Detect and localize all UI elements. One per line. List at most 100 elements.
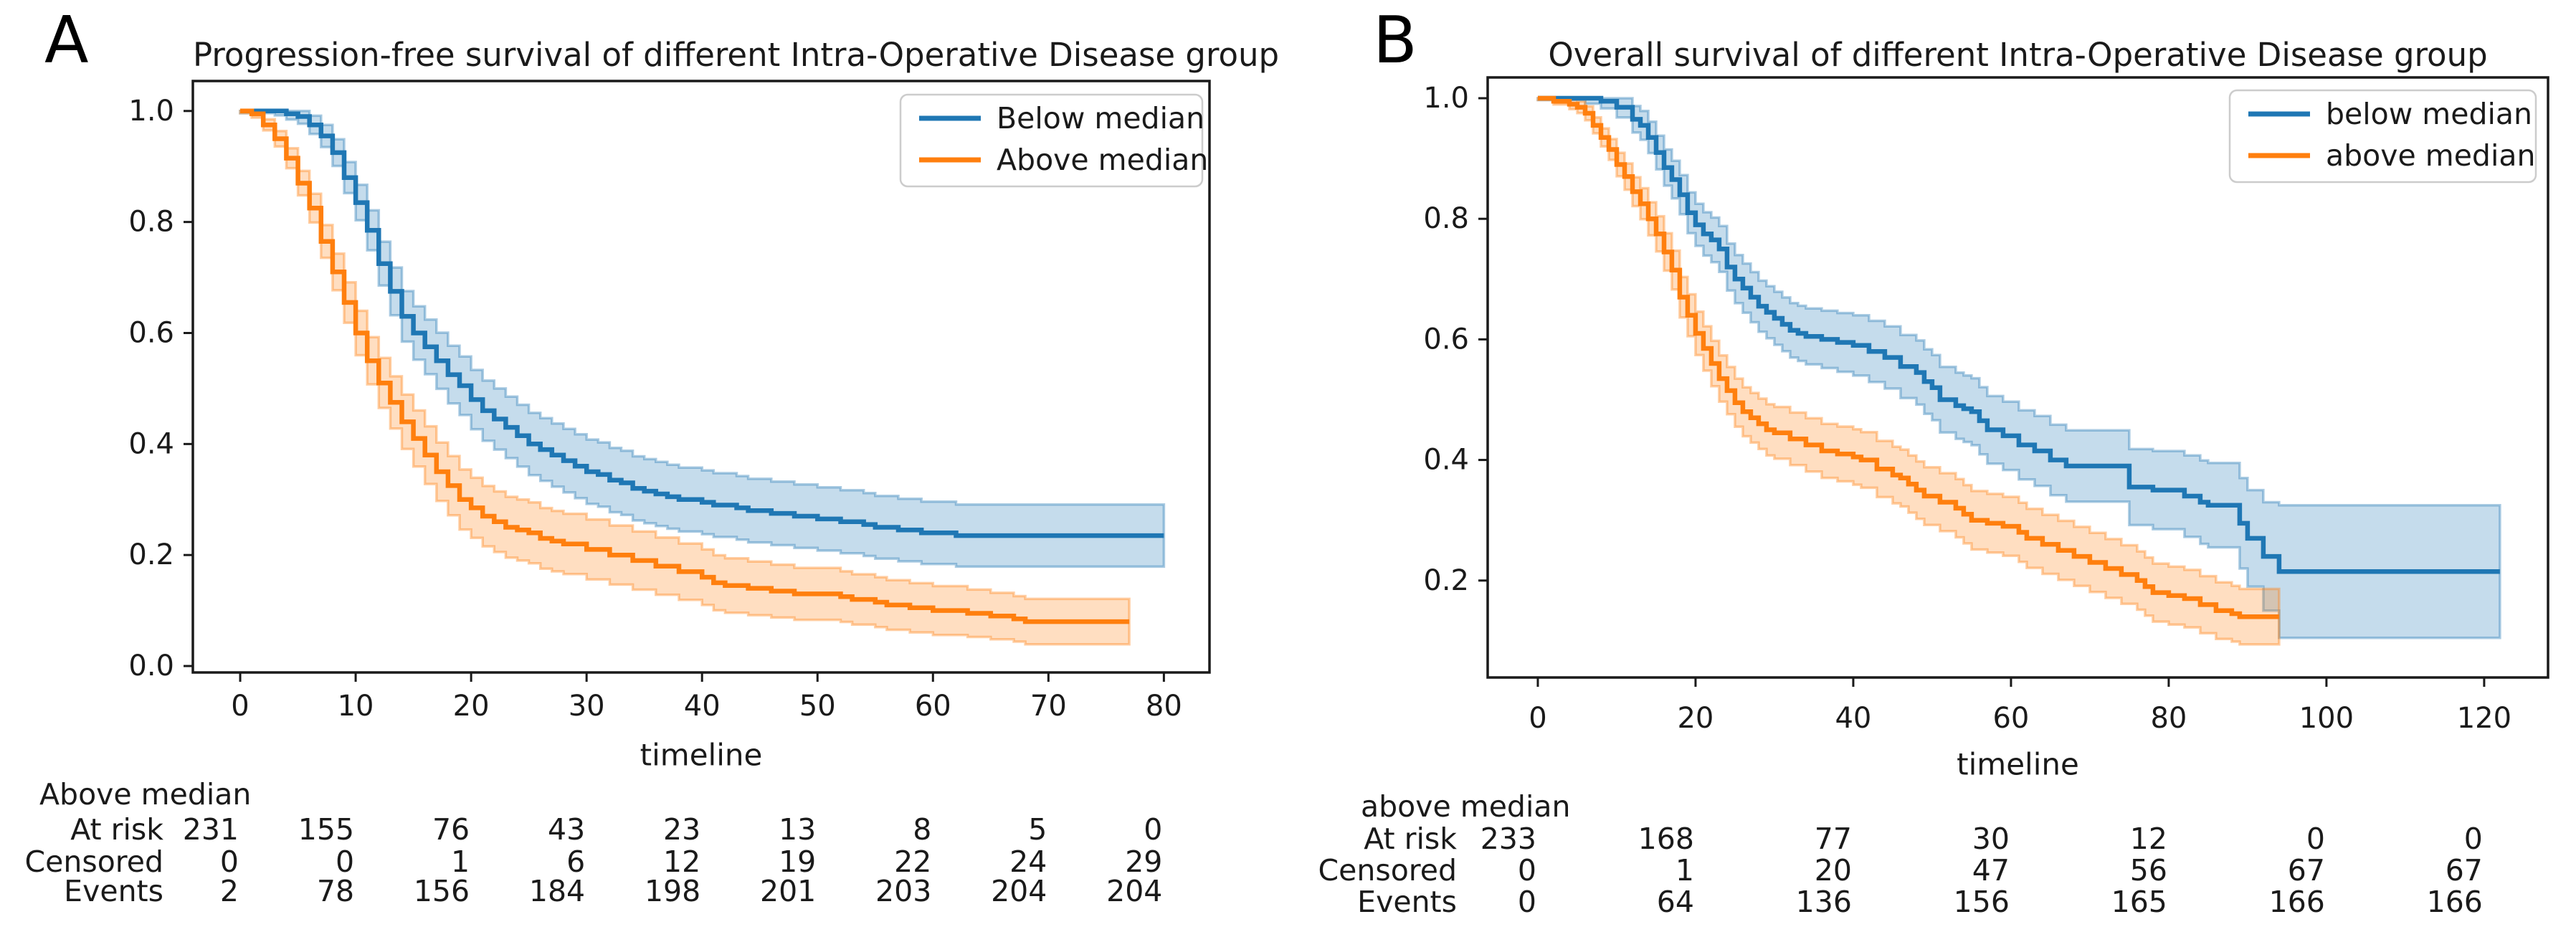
x-tick-label: 60 (915, 690, 951, 723)
risk-table-row: Censored 0 0 1 6 12 19 22 24 29 (25, 845, 1163, 879)
x-tick-label: 50 (799, 690, 836, 723)
x-tick-label: 80 (2150, 702, 2187, 735)
risk-table-value: 8 (913, 812, 931, 847)
risk-table-value: 155 (298, 812, 354, 847)
y-tick-label: 0.4 (128, 427, 174, 460)
legend-item: above median (2248, 138, 2535, 173)
risk-table-value: 67 (2446, 853, 2483, 888)
ci-band-above-median (1536, 97, 2281, 646)
x-tick-label: 80 (1146, 690, 1182, 723)
risk-table-value: 12 (2130, 822, 2167, 856)
risk-table-value: 184 (529, 874, 585, 908)
ci-band-above-median (239, 110, 1131, 646)
legend-label: above median (2326, 138, 2535, 173)
x-tick-label: 120 (2457, 702, 2511, 735)
x-tick-label: 60 (1992, 702, 2029, 735)
risk-table-value: 20 (1815, 853, 1852, 888)
y-tick-label: 0.2 (1423, 564, 1469, 597)
risk-table-row: At risk 231 155 76 43 23 13 8 5 0 (70, 812, 1162, 847)
panel-a-label: A (44, 3, 89, 78)
risk-table-value: 78 (317, 874, 354, 908)
risk-table-value: 166 (2269, 885, 2325, 919)
y-tick-label: 1.0 (1423, 82, 1469, 115)
risk-table-value: 165 (2111, 885, 2167, 919)
x-tick-label: 0 (231, 690, 249, 723)
legend-item: below median (2248, 97, 2532, 131)
risk-table-value: 43 (548, 812, 585, 847)
risk-table-value: 201 (760, 874, 816, 908)
y-tick-label: 0.2 (128, 538, 174, 571)
risk-table-value: 22 (894, 845, 931, 879)
legend: below median above median (2228, 89, 2537, 184)
panel-B: 1.00.80.60.40.20 20 40 60 80 100 120timelinebe… (1318, 76, 2549, 919)
x-tick-label: 70 (1030, 690, 1067, 723)
risk-table-value: 168 (1638, 822, 1694, 856)
risk-table-row-label: Censored (1318, 853, 1458, 888)
risk-table-value: 136 (1796, 885, 1852, 919)
y-tick-label: 0.0 (128, 650, 174, 682)
legend-item: Above median (919, 143, 1208, 177)
risk-table-row: At risk 233 168 77 30 12 0 0 (1364, 822, 2483, 856)
risk-table-row-label: Events (1357, 885, 1457, 919)
x-axis-label: timeline (1957, 747, 2079, 782)
km-line-above-median (240, 108, 1130, 624)
risk-table-value: 156 (414, 874, 470, 908)
x-tick-label: 10 (338, 690, 374, 723)
risk-table-value: 0 (1144, 812, 1162, 847)
risk-table-value: 64 (1657, 885, 1694, 919)
legend-label: below median (2326, 97, 2532, 131)
panel-A: 1.00.80.60.40.20.00 10 20 30 40 50 60 70 80timel… (25, 80, 1211, 908)
risk-table-value: 166 (2427, 885, 2483, 919)
km-line-below-median (1538, 95, 2500, 574)
panel-a-title: Progression-free survival of different I… (193, 36, 1280, 74)
x-tick-label: 0 (1529, 702, 1546, 735)
risk-table-value: 203 (875, 874, 931, 908)
risk-table-value: 5 (1028, 812, 1047, 847)
risk-table-value: 204 (991, 874, 1047, 908)
risk-table-row: Events 0 64 136 156 165 166 166 (1357, 885, 2483, 919)
risk-table-value: 0 (1518, 853, 1536, 888)
risk-table-row-label: At risk (70, 812, 163, 847)
x-tick-label: 30 (569, 690, 605, 723)
x-tick-label: 100 (2299, 702, 2354, 735)
x-tick-label: 20 (453, 690, 490, 723)
risk-table-group-label: Above median (39, 777, 251, 812)
x-tick-label: 20 (1677, 702, 1714, 735)
risk-table-value: 0 (2306, 822, 2325, 856)
y-tick-label: 1.0 (128, 95, 174, 128)
risk-table-value: 24 (1009, 845, 1047, 879)
risk-table-row: Censored 0 1 20 47 56 67 67 (1318, 853, 2483, 888)
x-tick-label: 40 (684, 690, 721, 723)
risk-table-value: 23 (663, 812, 700, 847)
risk-table-row-label: At risk (1364, 822, 1457, 856)
risk-table-value: 76 (432, 812, 470, 847)
y-tick-label: 0.8 (1423, 202, 1469, 235)
risk-table-value: 198 (645, 874, 700, 908)
y-tick-label: 0.6 (128, 316, 174, 349)
risk-table-value: 0 (1518, 885, 1536, 919)
risk-table-value: 1 (1676, 853, 1694, 888)
y-tick-label: 0.8 (128, 206, 174, 239)
ci-band-below-median (1536, 97, 2501, 639)
risk-table-value: 6 (566, 845, 585, 879)
risk-table-row: Events 2 78 156 184 198 201 203 204 204 (64, 874, 1162, 908)
risk-table-group-label: above median (1361, 789, 1570, 824)
risk-table-value: 12 (663, 845, 700, 879)
km-line-below-median (240, 108, 1164, 538)
y-tick-label: 0.4 (1423, 444, 1469, 477)
plot-box (1486, 76, 2549, 679)
risk-table-value: 233 (1481, 822, 1536, 856)
risk-table-value: 29 (1125, 845, 1162, 879)
legend-item: Below median (919, 101, 1204, 135)
x-axis-label: timeline (640, 738, 763, 773)
risk-table-row-label: Events (64, 874, 163, 908)
risk-table-value: 30 (1972, 822, 2010, 856)
risk-table-value: 1 (451, 845, 470, 879)
x-tick-label: 40 (1835, 702, 1871, 735)
risk-table-value: 67 (2288, 853, 2325, 888)
risk-table-value: 0 (336, 845, 354, 879)
panel-b-label: B (1373, 3, 1417, 78)
